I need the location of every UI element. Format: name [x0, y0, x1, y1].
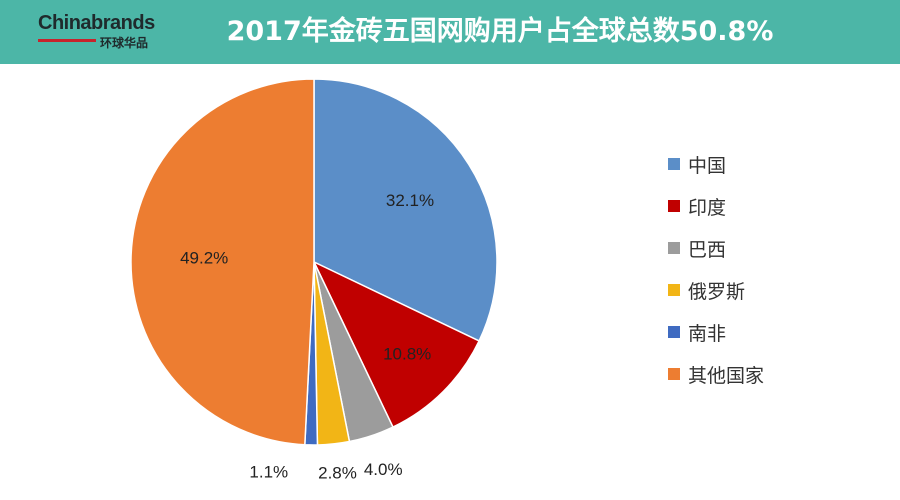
- legend-label: 南非: [688, 322, 727, 345]
- legend-label: 俄罗斯: [688, 280, 746, 303]
- slice-data-label: 4.0%: [364, 460, 403, 479]
- header-banner: Chinabrands 环球华品 2017年金砖五国网购用户占全球总数50.8%: [0, 0, 900, 64]
- pie-slice: [130, 78, 315, 446]
- pie-slice: [312, 260, 481, 429]
- legend-label: 其他国家: [688, 364, 765, 387]
- legend-swatch: [668, 368, 680, 380]
- legend-swatch: [668, 326, 680, 338]
- legend-item: 其他国家: [668, 353, 868, 395]
- slice-data-label: 49.2%: [180, 249, 228, 268]
- pie-chart: 32.1% 10.8% 4.0% 2.8% 1.1% 49.2%: [130, 78, 498, 483]
- pie-slice: [313, 78, 498, 342]
- brand-logo: Chinabrands 环球华品: [38, 12, 160, 54]
- legend-item: 中国: [668, 143, 868, 185]
- page-title: 2017年金砖五国网购用户占全球总数50.8%: [226, 16, 774, 47]
- slice-data-label: 2.8%: [318, 464, 357, 483]
- slice-data-label: 10.8%: [383, 345, 431, 364]
- legend-item: 俄罗斯: [668, 269, 868, 311]
- legend-item: 印度: [668, 185, 868, 227]
- legend-swatch: [668, 200, 680, 212]
- legend-swatch: [668, 242, 680, 254]
- logo-subtext: 环球华品: [100, 36, 149, 50]
- legend-swatch: [668, 284, 680, 296]
- slice-data-label: 32.1%: [386, 191, 434, 210]
- legend-label: 巴西: [688, 238, 727, 261]
- legend-label: 印度: [688, 196, 727, 219]
- legend-swatch: [668, 158, 680, 170]
- logo-underline: [38, 39, 96, 42]
- chart-legend: 中国印度巴西俄罗斯南非其他国家: [668, 143, 868, 395]
- slice-data-label: 1.1%: [249, 462, 288, 481]
- legend-item: 南非: [668, 311, 868, 353]
- legend-item: 巴西: [668, 227, 868, 269]
- legend-label: 中国: [688, 154, 727, 177]
- logo-text: Chinabrands: [38, 12, 155, 34]
